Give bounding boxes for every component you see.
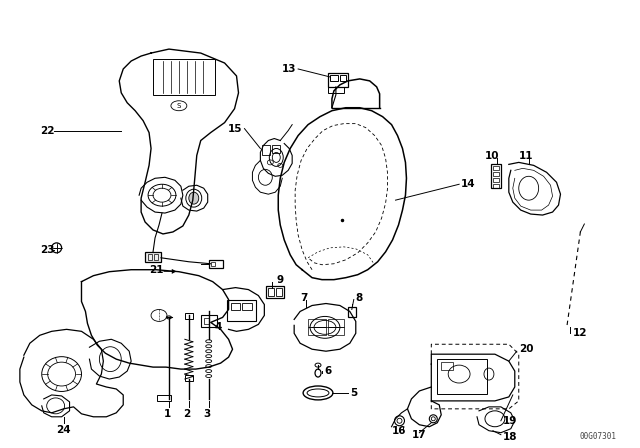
Bar [268, 288, 275, 296]
Text: 14: 14 [461, 179, 476, 189]
Text: 24: 24 [56, 425, 71, 435]
Text: 13: 13 [282, 64, 296, 74]
Text: 22: 22 [40, 125, 54, 136]
Bar [493, 178, 499, 182]
Text: 17: 17 [412, 430, 426, 439]
Bar [272, 146, 280, 154]
Bar [262, 146, 270, 155]
Bar [209, 260, 223, 268]
Bar [308, 327, 326, 335]
Text: 4: 4 [214, 323, 222, 332]
Bar [441, 362, 453, 370]
Bar [266, 286, 284, 297]
Bar [328, 319, 344, 327]
Bar [154, 254, 158, 260]
Bar [328, 87, 344, 93]
Bar [185, 314, 193, 319]
Bar [348, 307, 356, 318]
Text: 19: 19 [503, 416, 517, 426]
Bar [493, 166, 499, 170]
Bar [493, 172, 499, 177]
Text: 23: 23 [40, 245, 54, 255]
Bar [157, 395, 171, 401]
Text: 18: 18 [503, 432, 517, 442]
Bar [153, 59, 214, 95]
Bar [145, 252, 161, 262]
Text: 00G07301: 00G07301 [579, 432, 616, 441]
Text: 2: 2 [183, 409, 191, 419]
Bar [328, 327, 344, 335]
Text: 15: 15 [228, 124, 243, 134]
Text: 21: 21 [149, 265, 164, 275]
Text: 12: 12 [572, 328, 587, 338]
Bar [211, 262, 214, 266]
Text: 16: 16 [392, 426, 406, 436]
Bar [308, 319, 326, 327]
Bar [148, 254, 152, 260]
Bar [243, 302, 252, 310]
Bar [201, 315, 217, 327]
Bar [493, 184, 499, 188]
Text: 3: 3 [203, 409, 211, 419]
Bar [185, 375, 193, 381]
Text: 1: 1 [163, 409, 171, 419]
Bar [328, 73, 348, 87]
Text: 6: 6 [324, 366, 332, 376]
Text: —▸: —▸ [163, 265, 178, 275]
Text: 8: 8 [356, 293, 363, 302]
Text: 7: 7 [300, 293, 307, 302]
Text: 5: 5 [350, 388, 357, 398]
Text: S: S [177, 103, 181, 109]
Bar [491, 164, 501, 188]
Bar [204, 319, 209, 324]
Text: 10: 10 [485, 151, 499, 161]
Bar [437, 359, 487, 394]
Bar [340, 75, 346, 81]
Text: 20: 20 [519, 344, 533, 354]
Bar [227, 300, 257, 321]
Text: 11: 11 [519, 151, 533, 161]
Bar [276, 288, 282, 296]
Bar [230, 302, 241, 310]
Text: 9: 9 [276, 275, 284, 284]
Ellipse shape [189, 192, 199, 204]
Bar [330, 75, 338, 81]
